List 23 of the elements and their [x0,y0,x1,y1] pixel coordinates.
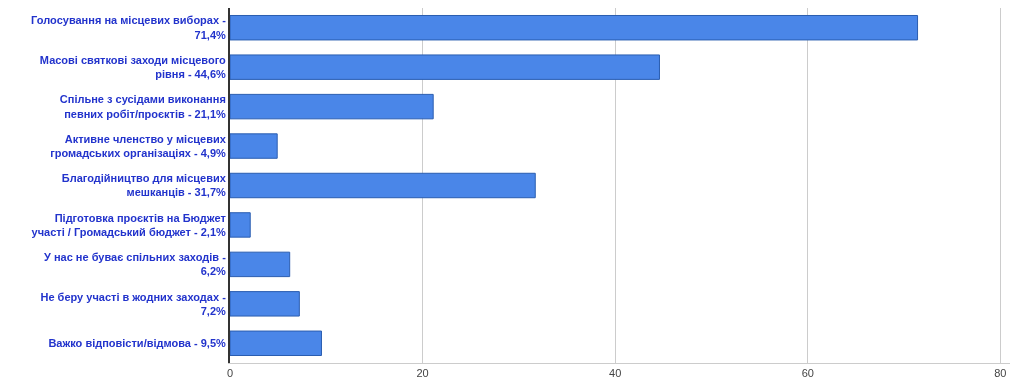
x-tick-label: 0 [226,367,234,380]
bar [230,330,322,357]
bar [230,133,278,159]
x-tick-label: 60 [801,367,814,380]
y-tick-label: Спільне з сусідами виконання певних робіт/проєктів - 21,1% [59,93,227,120]
bar [230,172,536,199]
y-tick-label: Масові святкові заходи місцевого рівня - 44,6% [39,53,227,81]
y-tick-label: Голосування на місцевих виборах - 71,4% [31,14,227,41]
bar [230,212,251,238]
bar [230,14,919,41]
y-tick-label: Підготовка проєктів на Бюджет участі / Громадський бюджет - 2,1% [31,211,227,238]
bar [230,54,660,80]
x-tick-label: 20 [416,367,429,380]
y-tick-label: Активне членство у місцевих громадських організаціях - 4,9% [50,132,227,160]
y-tick-label: У нас не буває спільних заходів - 6,2% [43,251,227,278]
x-tick-label: 40 [609,367,622,380]
x-tick-label: 80 [994,367,1007,380]
y-tick-label: Благодійництво для місцевих мешканців - 31,7% [61,172,227,199]
bar [230,291,300,317]
y-tick-label: Важко відповісти/відмова - 9,5% [48,337,227,350]
bar [230,251,291,278]
bar [230,93,434,120]
y-tick-label: Не беру участі в жодних заходах - 7,2% [40,290,227,317]
